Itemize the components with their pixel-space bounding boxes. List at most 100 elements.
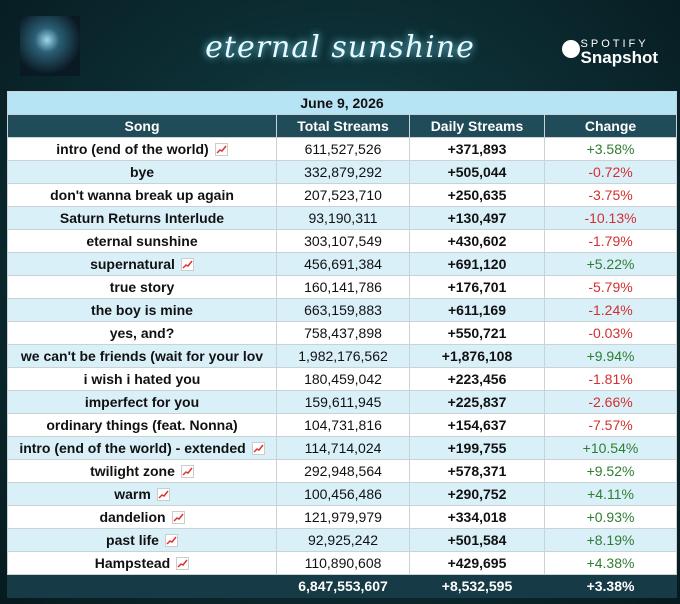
change: -3.75% [543, 183, 678, 207]
change: -1.24% [543, 298, 678, 322]
daily-streams: +223,456 [409, 367, 545, 391]
change: -1.81% [543, 367, 678, 391]
song-row: past life 92,925,242 +501,584 +8.19% [7, 528, 678, 552]
song-name: intro (end of the world) - extended [19, 440, 246, 456]
trend-icon [164, 534, 178, 547]
song-cell: true story [7, 275, 277, 299]
song-row: i wish i hated you 180,459,042 +223,456 -1.… [7, 367, 678, 391]
total-streams: 1,982,176,562 [276, 344, 410, 368]
total-streams: 104,731,816 [276, 413, 410, 437]
change: +3.58% [543, 137, 678, 161]
change: +9.94% [543, 344, 678, 368]
total-streams: 292,948,564 [276, 459, 410, 483]
daily-streams: +611,169 [409, 298, 545, 322]
song-row: ordinary things (feat. Nonna) 104,731,816… [7, 413, 678, 437]
daily-streams: +429,695 [409, 551, 545, 575]
total-streams: 121,979,979 [276, 505, 410, 529]
song-cell: Hampstead [7, 551, 277, 575]
change: -7.57% [543, 413, 678, 437]
song-row: twilight zone 292,948,564 +578,371 +9.52% [7, 459, 678, 483]
trend-icon [171, 511, 185, 524]
total-streams: 180,459,042 [276, 367, 410, 391]
daily-streams: +371,893 [409, 137, 545, 161]
song-cell: bye [7, 160, 277, 184]
change: -2.66% [543, 390, 678, 414]
daily-streams: +290,752 [409, 482, 545, 506]
change: -1.79% [543, 229, 678, 253]
date: June 9, 2026 [6, 91, 678, 115]
total-streams-sum: 6,847,553,607 [276, 574, 410, 598]
song-cell: imperfect for you [7, 390, 277, 414]
trend-icon [251, 442, 265, 455]
song-name: warm [114, 486, 151, 502]
total-streams: 663,159,883 [276, 298, 410, 322]
total-streams: 332,879,292 [276, 160, 410, 184]
daily-streams: +1,876,108 [409, 344, 545, 368]
trend-icon [180, 258, 194, 271]
totals-blank [7, 574, 277, 598]
total-streams: 110,890,608 [276, 551, 410, 575]
daily-streams-sum: +8,532,595 [409, 574, 545, 598]
song-cell: the boy is mine [7, 298, 277, 322]
change: +9.52% [543, 459, 678, 483]
change: +8.19% [543, 528, 678, 552]
date-row: June 9, 2026 [6, 91, 678, 115]
song-row: warm 100,456,486 +290,752 +4.11% [7, 482, 678, 506]
song-name: ordinary things (feat. Nonna) [46, 417, 238, 433]
song-cell: Saturn Returns Interlude [7, 206, 277, 230]
change: -5.79% [543, 275, 678, 299]
daily-streams: +225,837 [409, 390, 545, 414]
song-row: imperfect for you 159,611,945 +225,837 -2.6… [7, 390, 678, 414]
brand-bottom: Snapshot [580, 48, 658, 67]
song-name: eternal sunshine [86, 233, 198, 249]
song-row: eternal sunshine 303,107,549 +430,602 -1.79… [7, 229, 678, 253]
song-cell: dandelion [7, 505, 277, 529]
song-name: intro (end of the world) [56, 141, 209, 157]
song-row: bye 332,879,292 +505,044 -0.72% [7, 160, 678, 184]
song-row: dandelion 121,979,979 +334,018 +0.93% [7, 505, 678, 529]
brand: SPOTIFY Snapshot [581, 38, 658, 68]
song-row: yes, and? 758,437,898 +550,721 -0.03% [7, 321, 678, 345]
song-name: we can't be friends (wait for your lov [20, 348, 264, 364]
total-streams: 207,523,710 [276, 183, 410, 207]
daily-streams: +691,120 [409, 252, 545, 276]
trend-icon [180, 465, 194, 478]
change: +4.38% [543, 551, 678, 575]
total-streams: 100,456,486 [276, 482, 410, 506]
stream-table: June 9, 2026 Song Total Streams Daily Strea… [6, 91, 678, 598]
song-name: bye [129, 164, 155, 180]
trend-icon [214, 143, 228, 156]
song-name: true story [109, 279, 175, 295]
song-name: Saturn Returns Interlude [59, 210, 225, 226]
song-cell: eternal sunshine [7, 229, 277, 253]
title: eternal sunshine [205, 30, 475, 65]
totals-row: 6,847,553,607 +8,532,595 +3.38% [7, 574, 678, 598]
song-cell: supernatural [7, 252, 277, 276]
song-cell: intro (end of the world) - extended [7, 436, 277, 460]
daily-streams: +501,584 [409, 528, 545, 552]
change: -0.03% [543, 321, 678, 345]
change: -0.72% [543, 160, 678, 184]
album-art [20, 16, 80, 76]
total-streams: 92,925,242 [276, 528, 410, 552]
song-cell: don't wanna break up again [7, 183, 277, 207]
song-name: Hampstead [94, 555, 171, 571]
song-cell: i wish i hated you [7, 367, 277, 391]
change: +10.54% [543, 436, 678, 460]
song-cell: yes, and? [7, 321, 277, 345]
song-row: intro (end of the world) 611,527,526 +371,… [7, 137, 678, 161]
total-streams: 611,527,526 [276, 137, 410, 161]
song-name: yes, and? [109, 325, 175, 341]
header-row: Song Total Streams Daily Streams Change [7, 114, 678, 138]
song-row: Hampstead 110,890,608 +429,695 +4.38% [7, 551, 678, 575]
total-streams: 303,107,549 [276, 229, 410, 253]
total-streams: 160,141,786 [276, 275, 410, 299]
daily-streams: +250,635 [409, 183, 545, 207]
song-name: imperfect for you [84, 394, 200, 410]
song-name: supernatural [90, 256, 175, 272]
daily-streams: +334,018 [409, 505, 545, 529]
total-streams: 758,437,898 [276, 321, 410, 345]
song-name: past life [106, 532, 159, 548]
song-name: don't wanna break up again [50, 187, 234, 203]
